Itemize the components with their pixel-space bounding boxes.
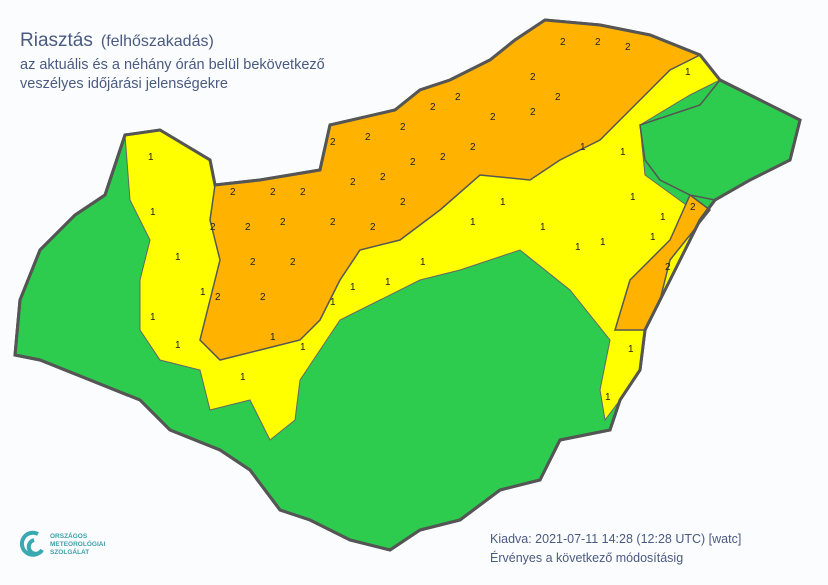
- title-line2: az aktuális és a néhány órán belül beköv…: [20, 57, 325, 73]
- county-level-label: 2: [250, 257, 256, 268]
- county-level-label: 2: [400, 197, 406, 208]
- omsz-logo: ORSZÁGOS METEOROLÓGIAI SZOLGÁLAT: [20, 528, 105, 562]
- county-level-label: 1: [420, 257, 426, 268]
- county-level-label: 2: [410, 157, 416, 168]
- title-line3: veszélyes időjárási jelenségekre: [20, 76, 228, 92]
- county-level-label: 1: [175, 340, 181, 351]
- county-level-label: 2: [690, 202, 696, 213]
- county-level-label: 1: [148, 152, 154, 163]
- county-level-label: 2: [280, 217, 286, 228]
- county-level-label: 1: [620, 147, 626, 158]
- issue-info: Kiadva: 2021-07-11 14:28 (12:28 UTC) [wa…: [490, 530, 741, 568]
- county-level-label: 2: [270, 187, 276, 198]
- county-level-label: 1: [150, 312, 156, 323]
- county-level-label: 2: [330, 137, 336, 148]
- county-level-label: 2: [260, 292, 266, 303]
- county-level-label: 2: [455, 92, 461, 103]
- county-level-label: 1: [600, 237, 606, 248]
- county-level-label: 2: [530, 107, 536, 118]
- county-level-label: 1: [240, 372, 246, 383]
- county-level-label: 2: [555, 92, 561, 103]
- county-level-label: 1: [540, 222, 546, 233]
- map-title: Riasztás (felhőszakadás) az aktuális és a…: [20, 30, 325, 94]
- county-level-label: 1: [175, 252, 181, 263]
- county-level-label: 1: [300, 342, 306, 353]
- county-level-label: 1: [330, 297, 336, 308]
- title-main: Riasztás: [20, 30, 93, 51]
- county-level-label: 2: [330, 217, 336, 228]
- county-level-label: 1: [150, 207, 156, 218]
- county-level-label: 2: [230, 187, 236, 198]
- county-level-label: 2: [430, 102, 436, 113]
- county-level-label: 1: [628, 344, 634, 355]
- county-level-label: 1: [385, 277, 391, 288]
- county-level-label: 1: [580, 142, 586, 153]
- county-level-label: 1: [660, 212, 666, 223]
- county-level-label: 1: [605, 392, 611, 403]
- county-level-label: 1: [270, 332, 276, 343]
- county-level-label: 1: [630, 192, 636, 203]
- county-level-label: 1: [650, 232, 656, 243]
- logo-line3: SZOLGÁLAT: [50, 549, 90, 556]
- county-level-label: 2: [490, 112, 496, 123]
- logo-swirl-icon: [20, 530, 44, 557]
- county-level-label: 1: [350, 282, 356, 293]
- county-level-label: 2: [560, 37, 566, 48]
- title-sub: (felhőszakadás): [100, 33, 214, 50]
- county-level-label: 2: [470, 142, 476, 153]
- county-level-label: 2: [400, 122, 406, 133]
- county-level-label: 2: [440, 152, 446, 163]
- county-level-label: 1: [685, 67, 691, 78]
- county-level-label: 2: [595, 37, 601, 48]
- county-level-label: 1: [575, 242, 581, 253]
- county-level-label: 2: [245, 222, 251, 233]
- county-level-label: 2: [210, 222, 216, 233]
- county-level-label: 2: [350, 177, 356, 188]
- county-level-label: 2: [665, 262, 671, 273]
- county-level-label: 2: [370, 222, 376, 233]
- county-level-label: 2: [290, 257, 296, 268]
- county-level-label: 2: [300, 187, 306, 198]
- county-level-label: 1: [470, 217, 476, 228]
- logo-line2: METEOROLÓGIAI: [50, 541, 106, 548]
- county-level-label: 2: [625, 42, 631, 53]
- county-level-label: 2: [365, 132, 371, 143]
- county-level-label: 2: [380, 172, 386, 183]
- country-border: [13, 18, 802, 552]
- county-level-label: 1: [500, 197, 506, 208]
- logo-line1: ORSZÁGOS: [50, 533, 88, 540]
- validity-text: Érvényes a következő módosításig: [490, 551, 684, 565]
- issued-timestamp: Kiadva: 2021-07-11 14:28 (12:28 UTC) [wa…: [490, 532, 742, 546]
- county-level-label: 2: [530, 72, 536, 83]
- county-level-label: 1: [200, 287, 206, 298]
- county-level-label: 2: [215, 292, 221, 303]
